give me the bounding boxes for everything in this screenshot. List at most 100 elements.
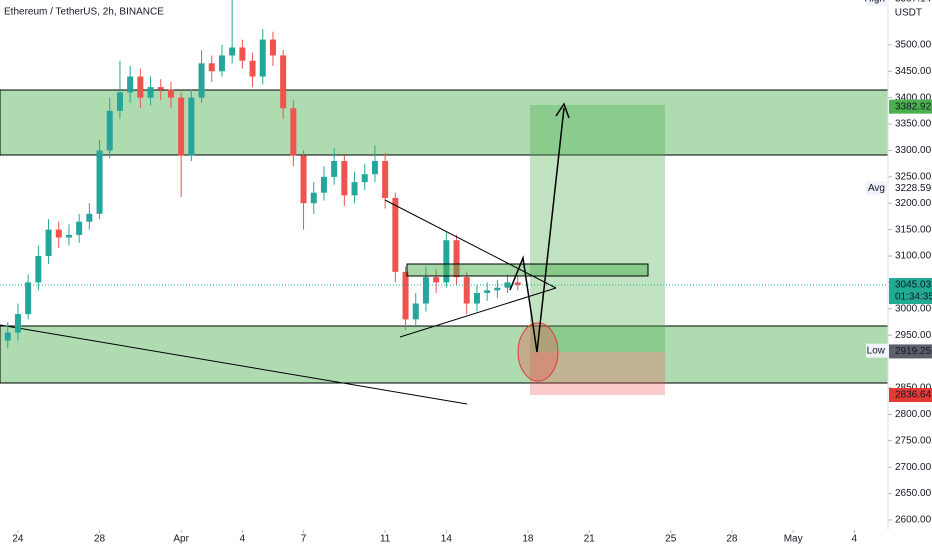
candle-body	[463, 277, 470, 304]
tag-name: Avg	[868, 183, 885, 194]
candle-body	[76, 221, 83, 235]
candle-body	[45, 229, 52, 257]
breakout-zone	[406, 263, 649, 277]
projection-arrow	[509, 107, 565, 353]
candle-body	[167, 89, 174, 98]
chart-title: Ethereum / TetherUS, 2h, BINANCE	[4, 7, 164, 18]
candle-body	[361, 174, 368, 183]
candle-body	[269, 39, 276, 56]
price-tag-label: 3382.92	[895, 101, 932, 112]
candle-body	[300, 155, 307, 204]
tag-name: Low	[867, 345, 886, 356]
candle-body	[188, 97, 195, 156]
candle-body	[280, 55, 287, 109]
candle-body	[178, 97, 185, 156]
arrow-head	[555, 102, 570, 119]
tag-value: 3228.59	[895, 183, 932, 194]
candle-body	[433, 277, 440, 283]
candle-body	[4, 332, 11, 341]
candle-body	[86, 213, 93, 222]
stop-area	[530, 352, 665, 395]
candle-body	[341, 161, 348, 196]
tag-name: High	[864, 0, 885, 5]
tag-name-box	[866, 181, 888, 196]
candle-body	[484, 290, 491, 293]
y-tick-label: 2600.00	[895, 515, 932, 526]
y-tick-label: 3100.00	[895, 251, 932, 262]
candle-body	[320, 176, 327, 193]
y-tick-label: 3450.00	[895, 66, 932, 77]
x-tick-label: 4	[240, 534, 246, 545]
price-tag	[889, 388, 932, 403]
candle-body	[422, 277, 429, 304]
x-tick-label: 25	[665, 534, 677, 545]
y-tick-label: 3300.00	[895, 145, 932, 156]
tag-value-box	[889, 181, 932, 196]
x-tick-label: 14	[441, 534, 453, 545]
candle-body	[106, 110, 113, 151]
candle-body	[290, 108, 297, 156]
countdown: 01:34:35	[895, 292, 932, 303]
price-axis	[888, 0, 932, 550]
candle-body	[259, 39, 266, 77]
candles	[4, 0, 521, 349]
x-tick-label: 24	[12, 534, 24, 545]
candle-body	[351, 182, 358, 196]
y-tick-label: 2750.00	[895, 435, 932, 446]
y-tick-label: 3400.00	[895, 92, 932, 103]
triangle-lower	[399, 287, 557, 338]
price-tag	[889, 99, 932, 114]
y-tick-label: 3000.00	[895, 303, 932, 314]
candle-body	[412, 303, 419, 320]
candle-body	[218, 55, 225, 72]
tag-name-box	[866, 343, 888, 358]
resistance-zone	[0, 89, 889, 156]
candle-body	[25, 282, 32, 315]
y-tick-label: 2650.00	[895, 488, 932, 499]
price-tag-label: 2836.64	[895, 390, 932, 401]
y-tick-label: 2700.00	[895, 462, 932, 473]
overlay	[384, 102, 649, 382]
candle-body	[402, 271, 409, 320]
candle-body	[249, 60, 256, 77]
candle-body	[443, 240, 450, 283]
y-tick-label: 3200.00	[895, 198, 932, 209]
y-tick-label: 2950.00	[895, 330, 932, 341]
y-tick-label: 3500.00	[895, 40, 932, 51]
candle-body	[239, 47, 246, 61]
trend-line	[0, 324, 468, 405]
tag-name-box	[866, 0, 888, 6]
candle-body	[157, 87, 164, 90]
x-tick-label: 28	[726, 534, 738, 545]
triangle-upper	[384, 199, 557, 289]
candle-body	[35, 256, 42, 283]
candle-body	[96, 150, 103, 214]
candle-body	[137, 76, 144, 98]
candle-body	[229, 47, 236, 56]
support-zone	[0, 325, 889, 384]
y-tick-label: 3150.00	[895, 224, 932, 235]
x-tick-label: 21	[584, 534, 596, 545]
candle-body	[382, 161, 389, 198]
drawings	[0, 89, 889, 405]
time-axis	[0, 530, 888, 550]
target-area	[530, 105, 665, 352]
x-tick-label: Apr	[173, 534, 189, 545]
price-tag	[889, 344, 932, 359]
candle-body	[147, 87, 154, 98]
candle-body	[514, 282, 521, 286]
tag-value-box	[889, 0, 932, 6]
candle-body	[392, 197, 399, 272]
candle-body	[371, 161, 378, 175]
tag-value: 3587.14	[895, 0, 932, 5]
candle-body	[14, 314, 21, 333]
x-tick-label: 7	[301, 534, 307, 545]
candle-body	[310, 192, 317, 204]
x-tick-label: May	[784, 534, 803, 545]
candle-body	[494, 287, 501, 291]
price-tag-label: 2919.25	[895, 346, 932, 357]
candle-body	[198, 63, 205, 98]
x-tick-label: 28	[94, 534, 106, 545]
candle-body	[65, 234, 72, 238]
